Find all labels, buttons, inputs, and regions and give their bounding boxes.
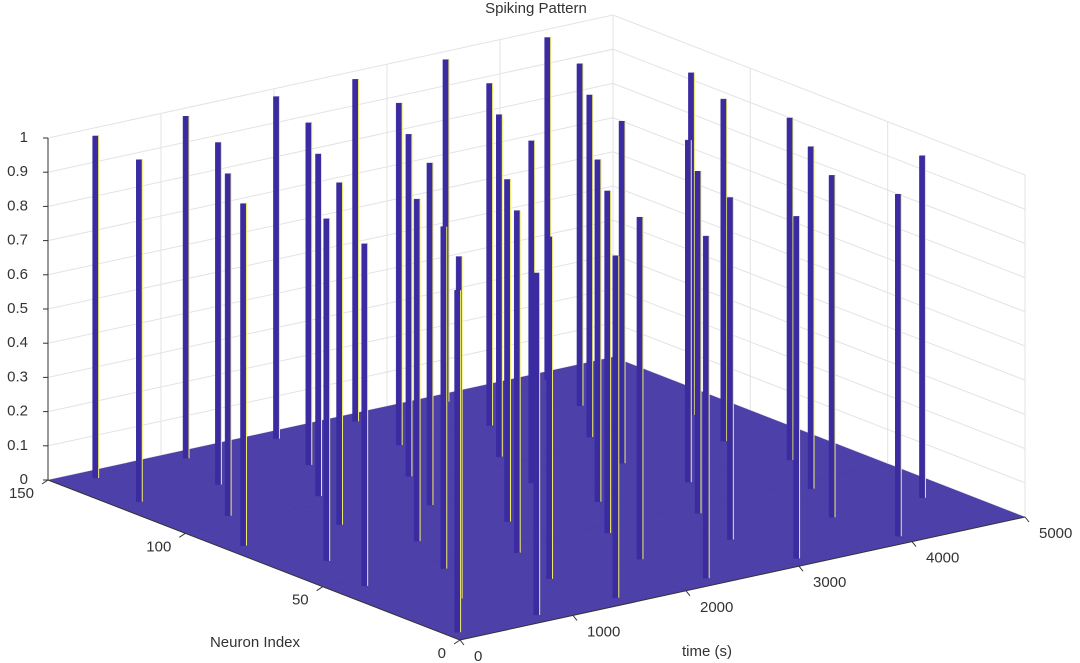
z-tick-label: 0	[20, 471, 28, 488]
spike	[594, 159, 602, 503]
z-tick-label: 0.3	[7, 368, 28, 385]
spike	[828, 175, 836, 518]
spike	[793, 216, 800, 559]
x-tick-label: 1000	[587, 623, 620, 640]
x-axis-label: time (s)	[682, 643, 732, 660]
x-tick	[459, 639, 465, 646]
spike	[413, 198, 421, 542]
spike	[727, 197, 734, 540]
x-tick	[798, 565, 804, 572]
y-tick-label: 100	[146, 538, 171, 555]
spike	[786, 117, 794, 461]
spike	[496, 114, 503, 457]
z-tick-label: 0.8	[7, 197, 28, 214]
spike	[895, 194, 902, 537]
chart-title: Spiking Pattern	[485, 0, 587, 17]
spike	[576, 63, 584, 407]
spike	[504, 179, 511, 522]
z-tick-label: 0.2	[7, 403, 28, 420]
z-tick-label: 1	[20, 129, 28, 146]
x-axis	[459, 516, 1026, 641]
spike	[513, 210, 521, 553]
y-tick-label: 150	[9, 485, 34, 502]
spike	[240, 203, 247, 546]
spike	[440, 226, 447, 569]
x-tick-label: 5000	[1039, 525, 1072, 542]
grid-line	[47, 117, 1026, 279]
spike	[486, 83, 493, 426]
spike	[636, 216, 644, 560]
z-tick-label: 0.6	[7, 266, 28, 283]
spike	[224, 173, 232, 516]
spike	[323, 218, 330, 562]
spike	[352, 79, 359, 422]
x-tick	[1024, 516, 1030, 523]
y-tick	[41, 479, 49, 485]
spike	[361, 243, 368, 587]
x-tick-label: 2000	[700, 599, 733, 616]
z-tick-label: 0.4	[7, 334, 28, 351]
grid-line	[47, 48, 1026, 210]
spike	[315, 153, 322, 497]
spike	[273, 96, 280, 439]
x-tick-label: 3000	[813, 574, 846, 591]
spike	[618, 120, 626, 464]
x-tick-label: 4000	[926, 550, 959, 567]
grid-line	[47, 14, 1026, 176]
spike	[546, 236, 553, 580]
spike	[720, 98, 727, 442]
x-tick	[911, 541, 917, 547]
spike	[586, 94, 593, 438]
y-axis-label: Neuron Index	[210, 634, 301, 651]
z-tick-label: 0.5	[7, 300, 28, 317]
x-tick	[685, 590, 691, 597]
y-tick	[316, 586, 323, 592]
spike	[694, 171, 702, 514]
spike	[533, 272, 540, 616]
spike	[612, 255, 620, 599]
grid-line	[47, 82, 1026, 244]
x-tick-label: 0	[474, 648, 482, 663]
z-tick-label: 0.1	[7, 437, 28, 454]
x-tick	[572, 615, 578, 621]
spike	[454, 289, 461, 633]
spike	[215, 142, 222, 485]
spike	[336, 182, 343, 525]
spike	[702, 235, 710, 579]
spike	[604, 190, 611, 534]
spike	[426, 162, 434, 506]
spike	[182, 116, 190, 459]
spike	[685, 139, 692, 483]
spike	[807, 146, 815, 489]
spike	[136, 159, 143, 502]
spike	[919, 155, 926, 498]
spike	[405, 134, 413, 477]
spike	[395, 102, 403, 446]
y-tick	[453, 639, 461, 645]
spike	[92, 135, 99, 479]
spike	[305, 122, 313, 466]
y-tick-label: 50	[292, 592, 309, 609]
z-tick-label: 0.9	[7, 163, 28, 180]
z-tick-label: 0.7	[7, 232, 28, 249]
y-tick	[179, 532, 186, 538]
y-axis	[47, 479, 461, 641]
y-tick-label: 0	[438, 645, 446, 662]
